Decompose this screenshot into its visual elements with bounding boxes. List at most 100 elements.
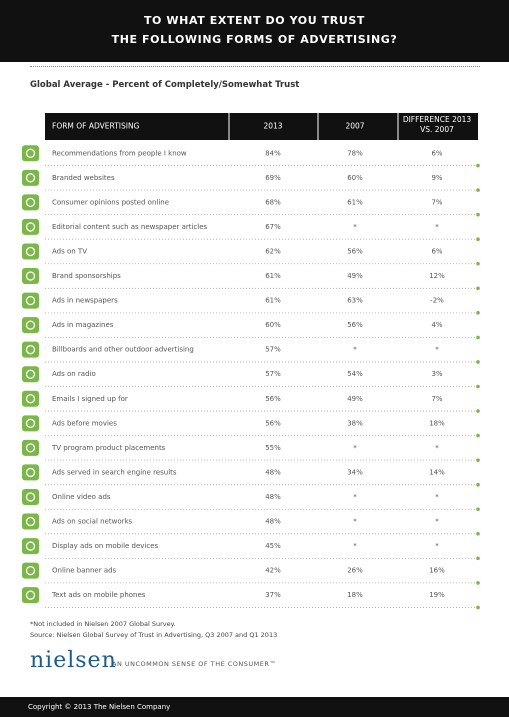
row-icon-glyph [25, 590, 36, 600]
row-icon [22, 464, 39, 481]
row-icon [22, 488, 39, 505]
footnote: *Not included in Nielsen 2007 Global Sur… [30, 620, 176, 628]
row-icon-glyph [25, 467, 36, 478]
row-icon-glyph [25, 197, 36, 208]
divider [30, 66, 480, 67]
cell-value: 78% [347, 149, 363, 157]
row-dot [476, 482, 480, 487]
row-icon [22, 587, 39, 604]
cell-value: * [435, 518, 439, 526]
cell-value: * [353, 518, 357, 526]
row-icon-glyph [25, 295, 36, 306]
cell-value: * [353, 223, 357, 231]
row-label: Ads in newspapers [52, 297, 118, 305]
cell-value: 7% [431, 198, 442, 206]
row-dot [476, 163, 480, 168]
row-icon [22, 538, 39, 555]
cell-value: 18% [429, 419, 445, 427]
row-dot [476, 532, 480, 536]
row-dot [476, 458, 480, 462]
cell-value: * [435, 346, 439, 354]
row-icon-glyph [25, 271, 36, 281]
cell-value: 14% [429, 468, 445, 476]
row-dot [476, 212, 480, 217]
row-icon [22, 341, 39, 358]
row-icon-glyph [25, 345, 36, 355]
row-label: Emails I signed up for [52, 395, 128, 403]
row-label: Ads served in search engine results [52, 468, 177, 476]
row-label: Online video ads [52, 493, 111, 501]
row-dot [476, 581, 480, 585]
cell-value: * [435, 223, 439, 231]
row-icon-glyph [25, 246, 36, 257]
row-icon [22, 415, 39, 432]
cell-value: * [353, 346, 357, 354]
cell-value: 54% [347, 370, 363, 378]
row-icon-glyph [25, 394, 36, 404]
row-dot [476, 311, 480, 315]
row-icon [22, 194, 39, 211]
row-icon-glyph [25, 418, 36, 428]
row-dot [476, 237, 480, 241]
row-icon [22, 513, 39, 530]
cell-value: 16% [429, 567, 445, 575]
table: FORM OF ADVERTISING 2013 2007 DIFFERENCE 20… [22, 113, 480, 610]
row-icon-glyph [25, 369, 36, 379]
cell-value: * [353, 444, 357, 452]
column-header: DIFFERENCE 2013 VS. 2007 [403, 115, 472, 134]
subtitle: Global Average - Percent of Completely/S… [30, 80, 300, 90]
row-dot [476, 605, 480, 610]
cell-value: 49% [347, 272, 363, 280]
cell-value: 38% [347, 419, 363, 427]
cell-value: 19% [429, 591, 445, 599]
row-dot [476, 188, 480, 192]
row-label: Display ads on mobile devices [52, 542, 159, 550]
cell-value: 6% [431, 247, 442, 255]
row-label: Billboards and other outdoor advertising [52, 346, 194, 354]
row-label: Brand sponsorships [52, 272, 121, 280]
row-dot [476, 409, 480, 413]
row-label: Editorial content such as newspaper arti… [52, 223, 208, 231]
row-icon-glyph [25, 541, 36, 551]
row-dot [476, 507, 480, 512]
tagline: AN UNCOMMON SENSE OF THE CONSUMER™ [112, 660, 277, 668]
row-dot [476, 286, 480, 291]
cell-value: 45% [265, 542, 281, 550]
row-label: Branded websites [52, 174, 115, 182]
cell-value: 48% [265, 468, 281, 476]
row-icon [22, 169, 39, 186]
cell-value: 55% [265, 444, 281, 452]
copyright: Copyright © 2013 The Nielsen Company [0, 697, 509, 717]
column-header: 2007 [345, 122, 364, 131]
cell-value: * [435, 493, 439, 501]
row-icon [22, 439, 39, 456]
cell-value: 57% [265, 370, 281, 378]
cell-value: 84% [265, 149, 281, 157]
row-icon-glyph [25, 320, 36, 330]
row-label: Text ads on mobile phones [51, 591, 146, 599]
cell-value: 12% [429, 272, 445, 280]
row-icon-glyph [25, 492, 36, 502]
row-icon-glyph [25, 173, 36, 183]
cell-value: 61% [265, 297, 281, 305]
row-dot [476, 360, 480, 364]
row-icon [22, 292, 39, 309]
cell-value: * [435, 542, 439, 550]
cell-value: 61% [265, 272, 281, 280]
cell-value: * [435, 444, 439, 452]
table-header [45, 113, 478, 140]
row-dot [476, 335, 480, 340]
row-label: Online banner ads [52, 567, 117, 575]
row-icon [22, 145, 39, 162]
row-icon [22, 390, 39, 407]
column-header: FORM OF ADVERTISING [52, 122, 140, 131]
cell-value: 9% [431, 174, 442, 182]
row-dot [476, 556, 480, 561]
cell-value: 34% [347, 468, 363, 476]
row-icon-glyph [25, 148, 36, 158]
row-icon [22, 243, 39, 260]
cell-value: 26% [347, 567, 363, 575]
cell-value: 6% [431, 149, 442, 157]
header: TO WHAT EXTENT DO YOU TRUST THE FOLLOWIN… [0, 0, 509, 62]
